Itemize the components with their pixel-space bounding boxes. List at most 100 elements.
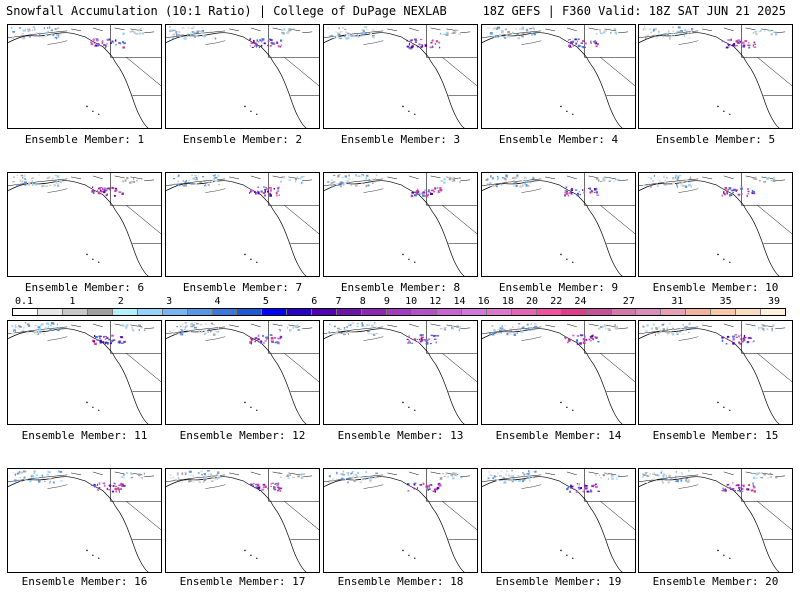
snowfall-shading [595, 42, 597, 45]
snowfall-shading [743, 334, 746, 338]
snowfall-shading [202, 175, 205, 178]
snowfall-shading [486, 183, 489, 186]
snowfall-shading [568, 44, 571, 46]
snowfall-shading [341, 177, 344, 179]
legend-swatch [287, 309, 313, 315]
snowfall-shading [53, 325, 55, 328]
snowfall-shading [123, 340, 126, 343]
snowfall-shading [770, 33, 773, 36]
snowfall-shading [685, 477, 689, 480]
snowfall-shading [434, 490, 436, 492]
snowfall-shading [485, 178, 489, 181]
snowfall-shading [213, 176, 216, 180]
snowfall-shading [515, 184, 518, 188]
snowfall-shading [340, 477, 344, 480]
snowfall-shading [269, 334, 272, 336]
legend-swatch [461, 309, 487, 315]
snowfall-shading [682, 477, 684, 479]
snowfall-shading [568, 338, 571, 341]
snowfall-shading [451, 475, 454, 477]
snowfall-shading [501, 327, 504, 331]
snowfall-shading [118, 191, 122, 194]
snowfall-shading [527, 184, 530, 187]
snowfall-shading [671, 33, 673, 35]
snowfall-shading [498, 34, 502, 37]
snowfall-shading [338, 36, 340, 39]
snowfall-shading [589, 191, 592, 194]
snowfall-shading [420, 339, 424, 342]
snowfall-shading [663, 176, 665, 179]
snowfall-shading [262, 486, 265, 489]
snowfall-shading [29, 480, 32, 483]
snowfall-shading [680, 471, 683, 474]
snowfall-shading [507, 180, 511, 183]
snowfall-shading [755, 176, 757, 179]
snowfall-shading [92, 190, 96, 193]
snowfall-shading [39, 332, 42, 334]
snowfall-shading [41, 323, 44, 326]
snowfall-shading [531, 327, 534, 329]
snowfall-shading [39, 32, 41, 36]
snowfall-shading [508, 332, 512, 336]
snowfall-shading [532, 175, 534, 178]
snowfall-shading [214, 330, 217, 333]
snowfall-shading [570, 187, 574, 190]
snowfall-shading [107, 187, 111, 190]
snowfall-shading [123, 477, 125, 479]
snowfall-shading [347, 333, 350, 336]
snowfall-shading [667, 481, 671, 484]
snowfall-shading [655, 28, 657, 31]
snowfall-shading [271, 482, 274, 485]
snowfall-shading [416, 341, 419, 343]
snowfall-shading [11, 325, 14, 327]
snowfall-shading [407, 342, 410, 344]
snowfall-shading [214, 37, 217, 40]
snowfall-shading [189, 474, 192, 476]
snowfall-shading [688, 322, 691, 324]
snowfall-shading [265, 336, 269, 339]
snowfall-shading [339, 181, 342, 184]
ensemble-member-map [7, 172, 162, 277]
snowfall-shading [680, 183, 683, 186]
snowfall-shading [724, 41, 726, 43]
snowfall-shading [568, 192, 571, 194]
snowfall-shading [354, 474, 357, 476]
snowfall-shading [522, 184, 524, 187]
snowfall-shading [272, 42, 275, 45]
snowfall-shading [424, 189, 426, 191]
snowfall-shading [177, 333, 181, 336]
snowfall-shading [494, 26, 496, 28]
snowfall-shading [140, 28, 142, 30]
snowfall-shading [279, 329, 282, 332]
snowfall-shading [672, 33, 675, 35]
legend-swatch [686, 309, 712, 315]
snowfall-shading [38, 328, 42, 331]
snowfall-shading [18, 471, 21, 474]
snowfall-shading [275, 482, 278, 485]
snowfall-shading [50, 32, 54, 36]
snowfall-shading [105, 194, 108, 197]
snowfall-shading [363, 326, 366, 328]
snowfall-shading [674, 475, 677, 477]
snowfall-shading [414, 39, 418, 42]
snowfall-shading [458, 177, 461, 179]
snowfall-shading [738, 486, 741, 489]
snowfall-shading [443, 181, 446, 184]
snowfall-shading [597, 490, 601, 492]
snowfall-shading [529, 329, 532, 331]
snowfall-shading [204, 329, 208, 332]
snowfall-shading [607, 327, 611, 331]
snowfall-shading [31, 183, 34, 186]
snowfall-shading [432, 490, 435, 493]
snowfall-shading [721, 194, 723, 197]
snowfall-shading [594, 188, 597, 191]
snowfall-shading [672, 177, 675, 180]
snowfall-shading [430, 41, 433, 44]
snowfall-shading [214, 174, 216, 177]
snowfall-shading [45, 326, 47, 330]
snowfall-shading [277, 489, 279, 492]
legend-value-label: 4 [214, 296, 221, 307]
snowfall-shading [741, 193, 743, 195]
snowfall-shading [196, 30, 198, 32]
snowfall-shading [653, 34, 656, 37]
